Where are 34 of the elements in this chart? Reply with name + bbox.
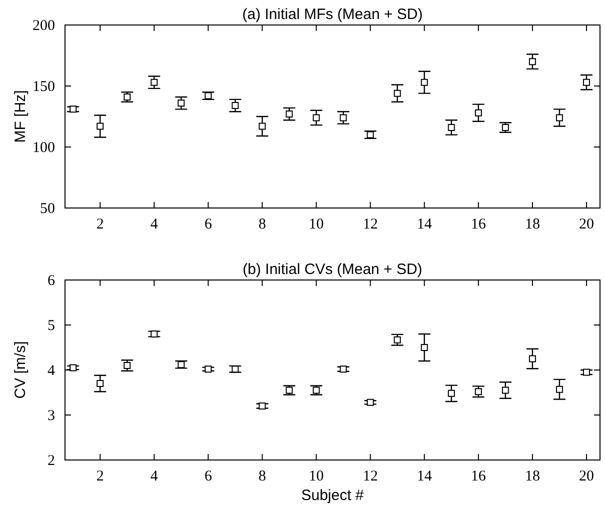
- x-tick-label: 16: [470, 216, 486, 233]
- x-tick-label: 8: [258, 468, 266, 485]
- x-tick-label: 6: [204, 216, 212, 233]
- x-axis-title: Subject #: [301, 487, 364, 504]
- x-tick-label: 20: [578, 468, 594, 485]
- x-tick-label: 14: [416, 468, 432, 485]
- y-tick-label: 2: [48, 452, 55, 469]
- chart-title: (a) Initial MFs (Mean + SD): [242, 6, 423, 23]
- x-tick-label: 10: [308, 468, 324, 485]
- x-tick-label: 12: [362, 216, 378, 233]
- y-tick-label: 100: [32, 140, 55, 156]
- y-tick-label: 6: [48, 272, 56, 289]
- y-axis-title: CV [m/s]: [12, 341, 29, 399]
- x-tick-label: 2: [96, 216, 104, 233]
- x-tick-label: 4: [150, 468, 158, 485]
- x-tick-label: 4: [150, 216, 158, 233]
- x-tick-label: 10: [308, 216, 324, 233]
- x-tick-label: 18: [524, 216, 540, 233]
- x-tick-label: 2: [96, 468, 104, 485]
- y-tick-label: 5: [48, 318, 55, 334]
- chart-title: (b) Initial CVs (Mean + SD): [242, 261, 422, 278]
- x-tick-label: 6: [204, 468, 212, 485]
- x-tick-label: 8: [258, 216, 266, 233]
- y-tick-label: 4: [48, 362, 56, 379]
- y-tick-label: 3: [48, 408, 55, 424]
- y-tick-label: 50: [40, 200, 55, 217]
- x-tick-label: 14: [416, 216, 432, 233]
- y-axis-title: MF [Hz]: [12, 90, 29, 143]
- x-tick-label: 12: [362, 468, 378, 485]
- y-tick-label: 200: [32, 18, 55, 34]
- y-tick-label: 150: [32, 78, 55, 95]
- x-tick-label: 16: [470, 468, 486, 485]
- x-tick-label: 20: [578, 216, 594, 233]
- x-tick-label: 18: [524, 468, 540, 485]
